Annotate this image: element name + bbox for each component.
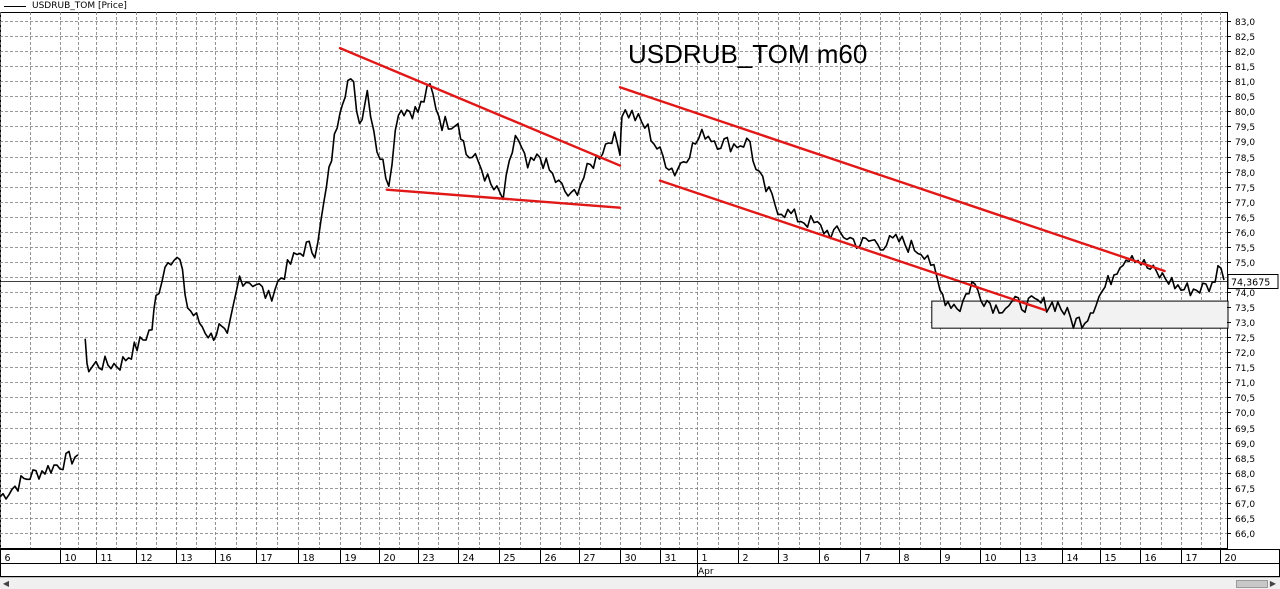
horizontal-scrollbar[interactable]: ◀ ▶ bbox=[0, 577, 1280, 589]
trendline bbox=[338, 46, 622, 167]
trendline bbox=[658, 179, 1047, 312]
y-tick-label: 80,0 bbox=[1235, 108, 1255, 118]
scrollbar-thumb[interactable] bbox=[1236, 580, 1268, 588]
y-tick-label: 76,0 bbox=[1235, 229, 1255, 239]
y-tick-label: 82,5 bbox=[1235, 33, 1255, 43]
x-tick-label: 20 bbox=[1225, 553, 1237, 564]
scroll-left-icon[interactable]: ◀ bbox=[2, 579, 10, 588]
y-tick-label: 67,5 bbox=[1235, 485, 1255, 495]
legend-line-swatch bbox=[4, 5, 26, 7]
x-tick-label: 6 bbox=[5, 553, 11, 564]
x-tick-label: 13 bbox=[181, 553, 193, 564]
x-tick-label: 18 bbox=[303, 553, 315, 564]
chart-legend: USDRUB_TOM [Price] bbox=[0, 0, 127, 12]
last-price-label: 74,3675 bbox=[1231, 278, 1270, 289]
plot-frame bbox=[0, 12, 1228, 549]
legend-label: USDRUB_TOM [Price] bbox=[32, 1, 127, 11]
y-tick-label: 73,0 bbox=[1235, 319, 1255, 329]
x-tick-label: 30 bbox=[625, 553, 637, 564]
y-tick-label: 71,5 bbox=[1235, 364, 1255, 374]
x-tick-label: 26 bbox=[545, 553, 557, 564]
y-tick-label: 79,5 bbox=[1235, 123, 1255, 133]
chart-title: USDRUB_TOM m60 bbox=[628, 39, 867, 69]
price-series bbox=[0, 78, 1225, 500]
x-tick-label: 14 bbox=[1067, 553, 1079, 564]
x-tick-label: 25 bbox=[504, 553, 516, 564]
y-tick-label: 77,0 bbox=[1235, 199, 1255, 209]
last-price-marker bbox=[1227, 274, 1279, 289]
y-tick-label: 68,5 bbox=[1235, 455, 1255, 465]
x-tick-label: 27 bbox=[584, 553, 596, 564]
x-tick-label: 10 bbox=[985, 553, 997, 564]
price-chart[interactable]: 66,0 66,5 67,0 67,5 68,0 68,5 69,0 69,5 70,0 70,5… bbox=[0, 0, 1280, 577]
x-tick-label: 3 bbox=[783, 553, 789, 564]
y-tick-label: 79,0 bbox=[1235, 138, 1255, 148]
trendline bbox=[618, 86, 1166, 273]
x-tick-label: 13 bbox=[1025, 553, 1037, 564]
grid-layer bbox=[0, 12, 1228, 549]
y-tick-label: 72,5 bbox=[1235, 334, 1255, 344]
y-tick-label: 78,0 bbox=[1235, 169, 1255, 179]
y-tick-label: 81,0 bbox=[1235, 78, 1255, 88]
x-tick-label: 23 bbox=[423, 553, 435, 564]
x-tick-label: 17 bbox=[261, 553, 273, 564]
y-tick-label: 82,0 bbox=[1235, 48, 1255, 58]
y-tick-label: 72,0 bbox=[1235, 349, 1255, 359]
axes: 66,0 66,5 67,0 67,5 68,0 68,5 69,0 69,5 70,0 70,5… bbox=[0, 18, 1280, 577]
y-tick-label: 83,0 bbox=[1235, 18, 1255, 28]
x-tick-label: 1 bbox=[702, 553, 708, 564]
scroll-right-icon[interactable]: ▶ bbox=[1269, 579, 1277, 588]
x-tick-label: 24 bbox=[463, 553, 475, 564]
x-tick-label: 17 bbox=[1186, 553, 1198, 564]
x-tick-label: 7 bbox=[865, 553, 871, 564]
y-tick-label: 74,0 bbox=[1235, 289, 1255, 299]
price-line bbox=[84, 78, 1225, 373]
x-tick-label: 9 bbox=[945, 553, 951, 564]
y-tick-label: 81,5 bbox=[1235, 63, 1255, 73]
y-tick-label: 70,5 bbox=[1235, 394, 1255, 404]
x-tick-label: 2 bbox=[743, 553, 749, 564]
y-tick-label: 78,5 bbox=[1235, 154, 1255, 164]
y-tick-label: 75,0 bbox=[1235, 259, 1255, 269]
x-tick-label: 15 bbox=[1105, 553, 1117, 564]
x-tick-label: 20 bbox=[384, 553, 396, 564]
price-line bbox=[0, 450, 79, 500]
y-tick-label: 69,0 bbox=[1235, 440, 1255, 450]
y-tick-label: 66,5 bbox=[1235, 515, 1255, 525]
x-month-label: Apr bbox=[698, 567, 714, 577]
x-tick-label: 16 bbox=[220, 553, 232, 564]
y-tick-label: 70,0 bbox=[1235, 409, 1255, 419]
x-tick-label: 6 bbox=[824, 553, 830, 564]
x-tick-label: 12 bbox=[141, 553, 153, 564]
x-tick-label: 19 bbox=[345, 553, 357, 564]
y-tick-label: 66,0 bbox=[1235, 530, 1255, 540]
x-tick-label: 31 bbox=[665, 553, 677, 564]
y-tick-label: 71,0 bbox=[1235, 379, 1255, 389]
y-tick-label: 77,5 bbox=[1235, 184, 1255, 194]
trendlines bbox=[338, 46, 1166, 312]
x-tick-label: 16 bbox=[1145, 553, 1157, 564]
x-tick-label: 10 bbox=[65, 553, 77, 564]
support-range-box bbox=[931, 300, 1229, 329]
y-tick-label: 68,0 bbox=[1235, 470, 1255, 480]
x-tick-label: 11 bbox=[101, 553, 113, 564]
trendline bbox=[385, 188, 622, 209]
y-tick-label: 73,5 bbox=[1235, 304, 1255, 314]
y-tick-label: 67,0 bbox=[1235, 500, 1255, 510]
y-tick-label: 69,5 bbox=[1235, 425, 1255, 435]
x-tick-label: 8 bbox=[904, 553, 910, 564]
y-tick-label: 76,5 bbox=[1235, 214, 1255, 224]
y-tick-label: 80,5 bbox=[1235, 93, 1255, 103]
y-tick-label: 75,5 bbox=[1235, 244, 1255, 254]
